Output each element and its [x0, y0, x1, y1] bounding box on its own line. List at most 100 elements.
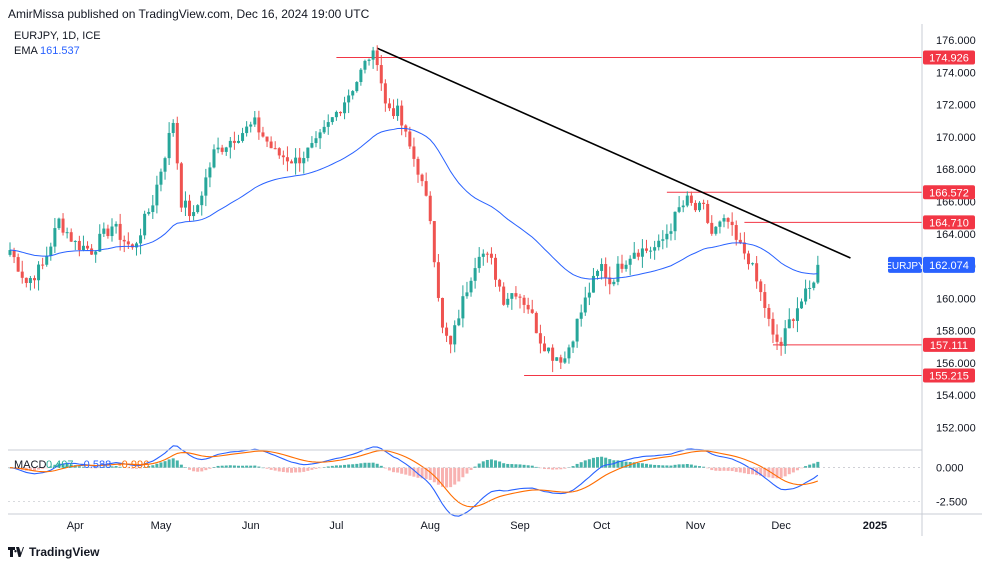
candle-body[interactable] — [636, 252, 640, 257]
candle-body[interactable] — [122, 239, 126, 242]
candle-body[interactable] — [624, 264, 628, 269]
candle-body[interactable] — [32, 278, 36, 281]
candle-body[interactable] — [498, 279, 502, 287]
candle-body[interactable] — [665, 233, 669, 240]
candle-body[interactable] — [608, 277, 612, 285]
candle-body[interactable] — [383, 83, 387, 104]
candle-body[interactable] — [159, 171, 163, 185]
candle-body[interactable] — [69, 232, 73, 242]
candle-body[interactable] — [763, 292, 767, 308]
candle-body[interactable] — [261, 132, 265, 137]
candle-body[interactable] — [791, 319, 795, 321]
candle-body[interactable] — [57, 218, 61, 229]
candle-body[interactable] — [604, 264, 608, 278]
candle-body[interactable] — [428, 195, 432, 222]
candle-body[interactable] — [583, 297, 587, 313]
candle-body[interactable] — [73, 240, 77, 242]
candle-body[interactable] — [359, 69, 363, 83]
candle-body[interactable] — [632, 252, 636, 259]
candle-body[interactable] — [698, 202, 702, 211]
candle-body[interactable] — [171, 122, 175, 133]
candle-body[interactable] — [147, 211, 151, 214]
candle-body[interactable] — [257, 117, 261, 133]
candle-body[interactable] — [53, 228, 57, 247]
candle-body[interactable] — [277, 148, 281, 156]
candle-body[interactable] — [61, 218, 65, 233]
candle-body[interactable] — [775, 334, 779, 342]
candle-body[interactable] — [351, 91, 355, 96]
candle-body[interactable] — [326, 122, 330, 127]
candle-body[interactable] — [575, 318, 579, 342]
candle-body[interactable] — [489, 253, 493, 258]
candle-body[interactable] — [134, 243, 138, 248]
candle-body[interactable] — [65, 232, 69, 234]
candle-body[interactable] — [759, 281, 763, 293]
candle-body[interactable] — [706, 203, 710, 223]
candle-body[interactable] — [567, 347, 571, 359]
candle-body[interactable] — [620, 263, 624, 269]
candle-body[interactable] — [314, 138, 318, 144]
candle-body[interactable] — [689, 195, 693, 203]
candle-body[interactable] — [400, 105, 404, 126]
candle-body[interactable] — [485, 253, 489, 255]
candle-body[interactable] — [591, 275, 595, 293]
candle-body[interactable] — [228, 140, 232, 148]
candle-body[interactable] — [77, 240, 81, 251]
candle-body[interactable] — [477, 256, 481, 269]
candle-body[interactable] — [673, 211, 677, 232]
candle-body[interactable] — [98, 233, 102, 252]
candle-body[interactable] — [310, 143, 314, 148]
candle-body[interactable] — [355, 82, 359, 92]
candle-body[interactable] — [714, 226, 718, 234]
candle-body[interactable] — [465, 292, 469, 297]
candle-body[interactable] — [518, 296, 522, 298]
chart-svg[interactable]: 176.000 174.000 172.000 170.000 168.000 166.0… — [8, 24, 982, 536]
candle-body[interactable] — [94, 251, 98, 255]
candle-body[interactable] — [241, 133, 245, 141]
candle-body[interactable] — [265, 136, 269, 142]
candle-body[interactable] — [795, 308, 799, 321]
candle-body[interactable] — [45, 256, 49, 265]
candle-body[interactable] — [130, 244, 134, 248]
candle-body[interactable] — [469, 280, 473, 293]
candle-body[interactable] — [28, 278, 32, 284]
candle-body[interactable] — [779, 341, 783, 346]
candle-body[interactable] — [269, 141, 273, 149]
candle-body[interactable] — [685, 195, 689, 206]
candle-body[interactable] — [151, 205, 155, 212]
candle-body[interactable] — [461, 296, 465, 319]
candle-body[interactable] — [216, 147, 220, 150]
candle-body[interactable] — [432, 221, 436, 263]
candle-body[interactable] — [330, 117, 334, 123]
candle-body[interactable] — [596, 270, 600, 276]
candle-body[interactable] — [657, 240, 661, 248]
candle-body[interactable] — [812, 282, 816, 288]
candle-body[interactable] — [224, 147, 228, 152]
candle-body[interactable] — [555, 357, 559, 361]
candle-body[interactable] — [49, 246, 53, 257]
candle-body[interactable] — [90, 248, 94, 255]
candle-body[interactable] — [294, 157, 298, 164]
candle-body[interactable] — [155, 184, 159, 206]
candle-body[interactable] — [449, 335, 453, 345]
candle-body[interactable] — [453, 325, 457, 345]
candle-body[interactable] — [253, 117, 257, 125]
candle-body[interactable] — [526, 304, 530, 310]
candle-body[interactable] — [412, 146, 416, 159]
candle-body[interactable] — [371, 50, 375, 60]
candle-body[interactable] — [718, 221, 722, 227]
candle-body[interactable] — [118, 223, 122, 240]
candle-body[interactable] — [726, 218, 730, 222]
candle-body[interactable] — [8, 250, 12, 255]
candle-body[interactable] — [408, 131, 412, 147]
candle-body[interactable] — [612, 281, 616, 285]
candle-body[interactable] — [600, 264, 604, 271]
candle-body[interactable] — [677, 207, 681, 212]
candle-body[interactable] — [710, 222, 714, 234]
candle-body[interactable] — [440, 297, 444, 328]
candle-body[interactable] — [163, 158, 167, 172]
candle-body[interactable] — [183, 200, 187, 208]
candle-body[interactable] — [734, 225, 738, 240]
candle-body[interactable] — [436, 262, 440, 298]
candle-body[interactable] — [522, 297, 526, 305]
